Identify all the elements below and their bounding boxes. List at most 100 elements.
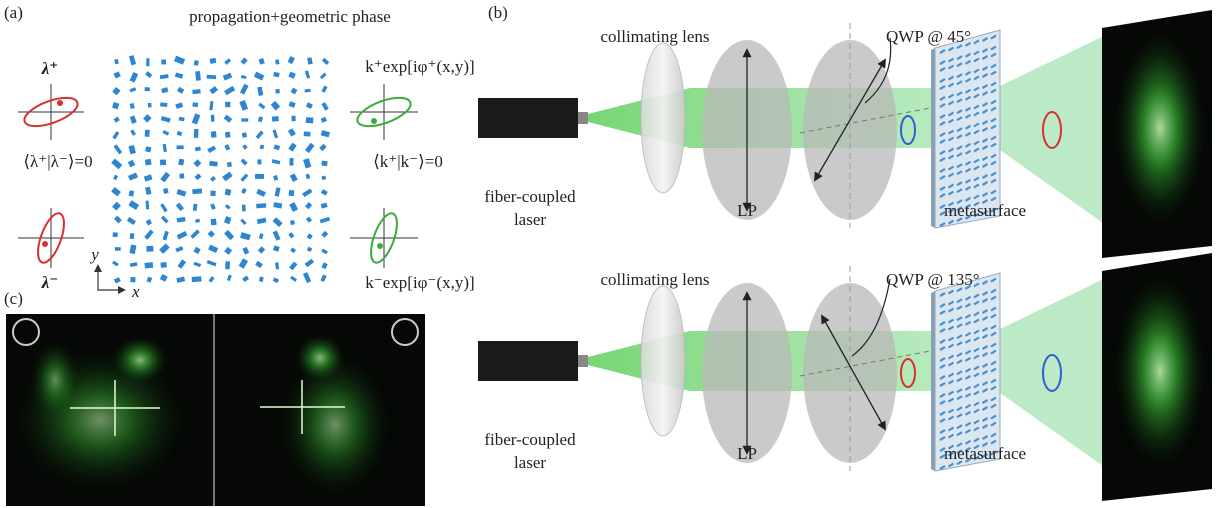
nanopillar [255,261,263,268]
nanopillar [242,204,246,211]
nanopillar [179,117,185,122]
nanopillar [208,230,215,237]
nanopillar [259,277,264,283]
nanopillar [160,172,170,182]
nanopillar [113,175,118,180]
nanopillar [209,276,215,282]
nanopillar [241,188,247,194]
nanopillar [194,60,199,66]
laser-body [478,98,578,138]
fiber-tip [578,355,588,367]
nanopillar [160,274,168,282]
nanopillar [306,102,313,109]
nanopillar [227,162,232,167]
component-label: collimating lens [600,270,709,289]
nanopillar [321,203,328,209]
nanopillar [242,132,248,138]
nanopillar [146,219,152,225]
nanopillar [128,173,138,181]
page: (a) propagation+geometric phase λ⁺ λ⁻ k⁺… [0,0,1218,508]
nanopillar [223,73,232,81]
nanopillar [128,200,139,210]
nanopillar [273,230,281,240]
nanopillar [224,216,231,224]
nanopillar [145,146,151,152]
nanopillar [290,247,296,253]
nanopillar [112,87,120,95]
nanopillar [193,204,198,211]
nanopillar [320,217,330,223]
nanopillar [195,173,202,180]
nanopillar [129,190,135,196]
nanopillar [256,189,266,197]
nanopillar [241,75,247,79]
nanopillar [320,274,326,282]
nanopillar [224,230,234,240]
nanopillar [224,115,233,123]
hologram-figure [1115,33,1205,223]
direction-dot [377,243,383,249]
nanopillar [130,262,138,267]
nanopillar [225,189,232,196]
nanopillar [225,204,231,209]
polarization-plot [350,84,418,140]
nanopillar [129,244,136,254]
nanopillar [290,276,297,282]
nanopillar [145,200,149,209]
nanopillar [145,130,150,137]
nanopillar [304,131,311,136]
nanopillar [271,101,280,111]
nanopillar [129,87,136,92]
nanopillar [305,70,310,78]
nanopillar [195,147,201,152]
nanopillar [174,56,185,65]
nanopillar [163,231,169,241]
component-label: metasurface [944,444,1026,463]
metasurface-edge [931,291,935,471]
nanopillar [114,277,121,283]
nanopillar [303,272,311,283]
nanopillar [321,161,327,166]
nanopillar [289,101,296,108]
nanopillar [240,219,246,226]
nanopillar [177,131,183,136]
nanopillar [128,145,136,154]
nanopillar [176,203,184,211]
nanopillar [257,87,263,96]
state-label: λ⁺ [41,59,59,78]
nanopillar [305,202,312,209]
nanopillar [306,117,314,123]
panel-label: (c) [4,289,23,308]
nanopillar [292,116,296,122]
nanopillar [321,262,327,269]
nanopillar [303,158,311,168]
nanopillar [148,103,152,108]
nanopillar [225,261,230,269]
nanopillar [305,143,315,153]
nanopillar [195,71,201,81]
nanopillar [321,189,328,196]
nanopillar [195,219,200,223]
nanopillar [209,101,213,110]
nanopillar [306,174,311,180]
nanopillar [163,188,169,194]
direction-dot [371,118,377,124]
axis-label: y [89,245,99,264]
metasurface-pattern [111,55,330,283]
nanopillar [275,59,279,64]
nanopillar [112,261,119,267]
nanopillar [193,159,201,167]
nanopillar [111,158,122,169]
nanopillar [320,73,327,80]
nanopillar [275,89,280,94]
nanopillar [193,247,200,254]
nanopillar [144,262,153,268]
nanopillar [211,219,217,226]
polarization-plot [350,208,418,268]
nanopillar [289,190,295,196]
nanopillar [258,103,265,110]
nanopillar [275,262,279,269]
nanopillar [306,217,312,223]
nanopillar [113,232,118,237]
nanopillar [161,59,166,64]
